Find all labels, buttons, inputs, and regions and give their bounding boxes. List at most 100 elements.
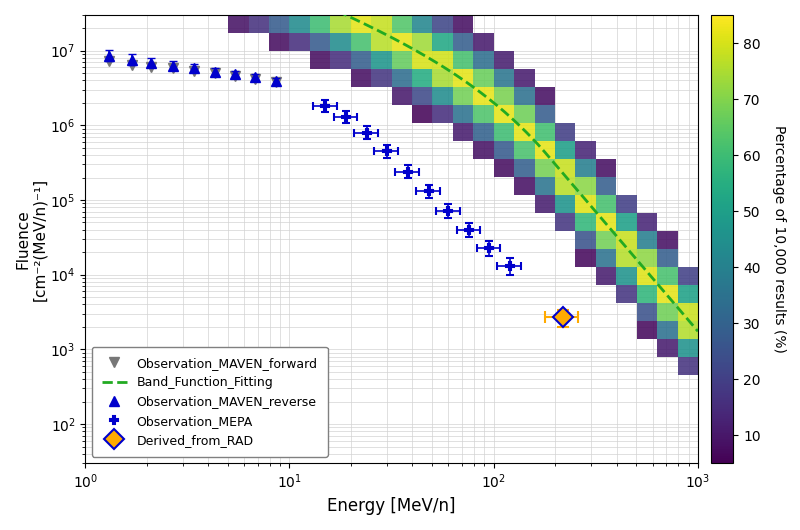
Bar	[350, 33, 371, 51]
Bar	[534, 123, 555, 141]
Bar	[555, 123, 575, 141]
Bar	[616, 249, 637, 267]
Bar	[657, 285, 678, 303]
Bar	[575, 231, 596, 249]
Bar	[330, 33, 350, 51]
Bar	[310, 51, 330, 69]
Observation_MAVEN_forward	[169, 65, 178, 72]
Bar	[453, 33, 474, 51]
Bar	[474, 51, 494, 69]
Bar	[555, 213, 575, 231]
Bar	[494, 141, 514, 159]
Bar	[596, 159, 616, 177]
Bar	[596, 213, 616, 231]
Bar	[433, 87, 453, 105]
Bar	[534, 195, 555, 213]
Bar	[575, 195, 596, 213]
Bar	[555, 141, 575, 159]
Bar	[596, 249, 616, 267]
Bar	[391, 87, 412, 105]
Bar	[474, 105, 494, 123]
Bar	[412, 87, 433, 105]
Bar	[350, 69, 371, 87]
Line: Observation_MAVEN_forward: Observation_MAVEN_forward	[104, 56, 281, 87]
Y-axis label: Fluence
[cm⁻²(MeV/n)⁻¹]: Fluence [cm⁻²(MeV/n)⁻¹]	[15, 178, 47, 301]
Bar	[534, 87, 555, 105]
Bar	[453, 105, 474, 123]
Bar	[310, 15, 330, 33]
Band_Function_Fitting	[358, 20, 367, 26]
Bar	[514, 141, 534, 159]
Bar	[555, 177, 575, 195]
Bar	[534, 105, 555, 123]
Bar	[616, 213, 637, 231]
Bar	[637, 267, 657, 285]
Bar	[433, 105, 453, 123]
Bar	[494, 87, 514, 105]
Bar	[657, 321, 678, 339]
Bar	[228, 15, 249, 33]
Bar	[269, 15, 290, 33]
Bar	[453, 69, 474, 87]
Bar	[391, 51, 412, 69]
Bar	[657, 249, 678, 267]
Bar	[514, 87, 534, 105]
Bar	[514, 69, 534, 87]
Bar	[391, 15, 412, 33]
Bar	[412, 51, 433, 69]
Bar	[678, 339, 698, 357]
Bar	[596, 195, 616, 213]
Bar	[678, 285, 698, 303]
Bar	[350, 15, 371, 33]
Observation_MAVEN_forward	[250, 76, 260, 82]
Bar	[310, 33, 330, 51]
Bar	[616, 231, 637, 249]
Bar	[678, 357, 698, 375]
Bar	[575, 249, 596, 267]
Line: Band_Function_Fitting: Band_Function_Fitting	[86, 0, 698, 331]
Bar	[474, 33, 494, 51]
Bar	[350, 51, 371, 69]
Bar	[433, 33, 453, 51]
Bar	[371, 33, 391, 51]
Bar	[514, 159, 534, 177]
Bar	[657, 339, 678, 357]
Bar	[657, 231, 678, 249]
Bar	[575, 213, 596, 231]
Bar	[433, 15, 453, 33]
Bar	[637, 303, 657, 321]
Bar	[494, 69, 514, 87]
Y-axis label: Percentage of 10,000 results (%): Percentage of 10,000 results (%)	[772, 125, 786, 353]
Bar	[290, 33, 310, 51]
Bar	[412, 15, 433, 33]
Bar	[637, 321, 657, 339]
Bar	[575, 177, 596, 195]
Bar	[494, 123, 514, 141]
Band_Function_Fitting	[542, 151, 551, 157]
Bar	[596, 267, 616, 285]
Bar	[412, 105, 433, 123]
Bar	[514, 123, 534, 141]
Bar	[290, 15, 310, 33]
Bar	[575, 141, 596, 159]
Bar	[596, 177, 616, 195]
Bar	[616, 285, 637, 303]
Bar	[391, 69, 412, 87]
Bar	[412, 33, 433, 51]
Observation_MAVEN_forward	[271, 79, 281, 85]
Bar	[678, 303, 698, 321]
Bar	[371, 69, 391, 87]
Band_Function_Fitting	[442, 66, 451, 72]
Bar	[657, 267, 678, 285]
Bar	[474, 69, 494, 87]
Bar	[391, 33, 412, 51]
Bar	[474, 87, 494, 105]
Bar	[637, 285, 657, 303]
Observation_MAVEN_forward	[127, 61, 137, 68]
Bar	[678, 321, 698, 339]
Bar	[494, 105, 514, 123]
Bar	[453, 51, 474, 69]
Bar	[330, 15, 350, 33]
Bar	[412, 69, 433, 87]
Observation_MAVEN_forward	[104, 58, 114, 65]
